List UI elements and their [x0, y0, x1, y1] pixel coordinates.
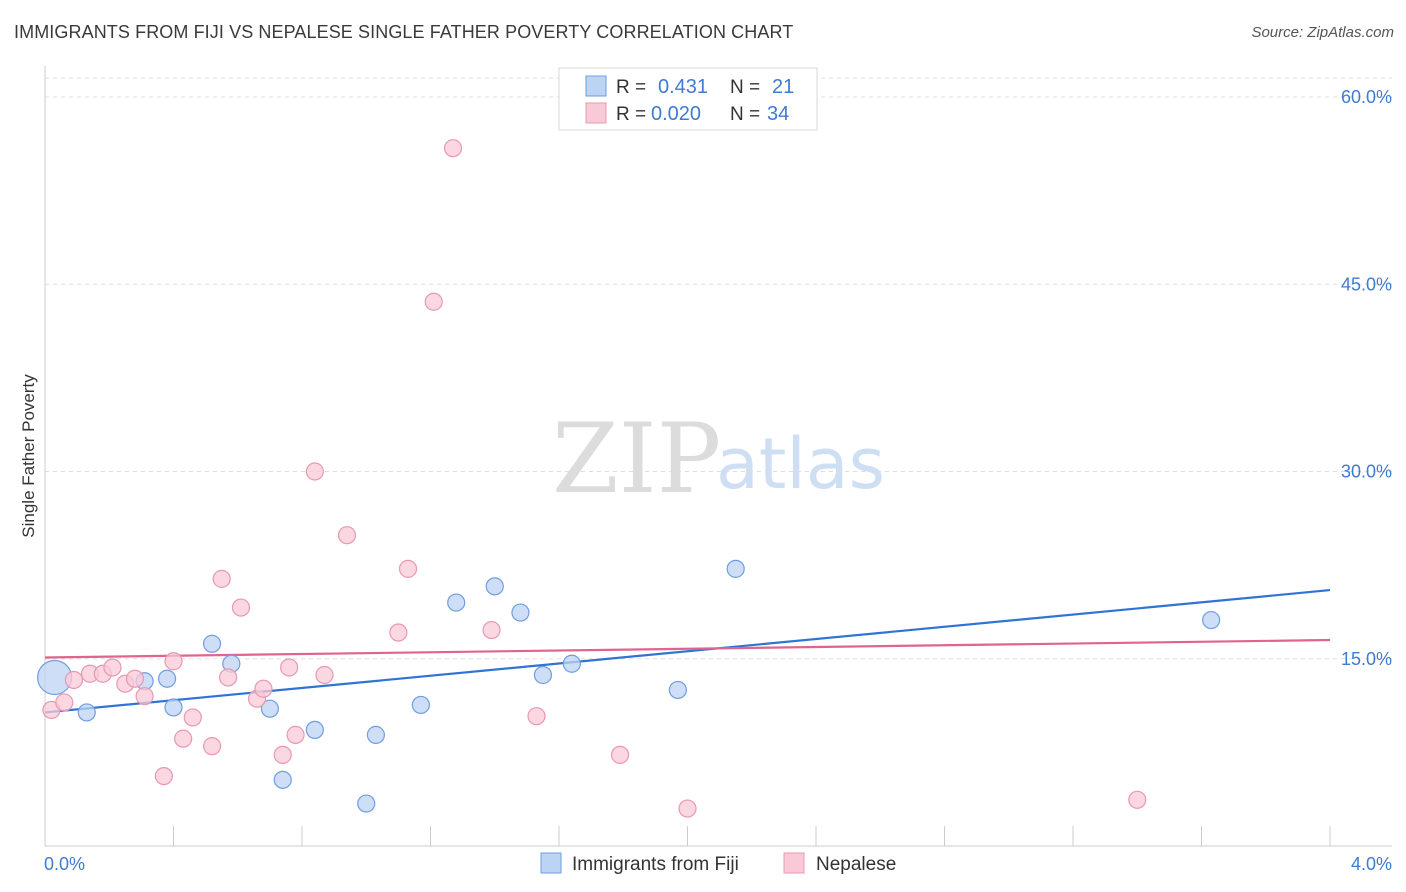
legend-label-nepal: Nepalese	[816, 854, 896, 875]
nepal-point	[280, 658, 299, 677]
nepal-point	[337, 526, 357, 545]
y-axis-title: Single Father Poverty	[19, 374, 38, 538]
legend-label-fiji: Immigrants from Fiji	[572, 854, 739, 875]
watermark: ZIP atlas	[552, 403, 885, 515]
legend-swatch-fiji	[585, 75, 607, 97]
nepal-point	[610, 745, 630, 764]
data-points	[37, 139, 1221, 818]
nepal-point	[398, 559, 418, 578]
nepal-point	[389, 623, 408, 642]
nepal-point	[212, 569, 231, 588]
legend-n-value-nepal: 34	[767, 103, 789, 125]
x-tick-labels: 0.0% 4.0%	[44, 854, 1392, 874]
legend-n-label: N =	[730, 104, 760, 125]
y-tick-label: 60.0%	[1341, 87, 1392, 107]
nepal-point	[64, 670, 84, 690]
fiji-point	[726, 559, 745, 578]
fiji-point	[533, 665, 553, 685]
y-tick-label: 15.0%	[1341, 649, 1392, 669]
nepal-trend-line	[44, 638, 1331, 659]
nepal-point	[174, 729, 193, 748]
nepal-point	[424, 292, 443, 311]
chart-title: IMMIGRANTS FROM FIJI VS NEPALESE SINGLE …	[14, 22, 794, 42]
nepal-point	[164, 652, 183, 671]
y-tick-label: 30.0%	[1341, 462, 1392, 482]
fiji-point	[164, 698, 183, 717]
fiji-point	[1202, 610, 1221, 630]
legend-swatch-fiji	[540, 852, 562, 874]
fiji-point	[366, 725, 385, 744]
y-tick-labels: 15.0% 30.0% 45.0% 60.0%	[1341, 87, 1392, 669]
legend-r-label: R =	[616, 104, 646, 125]
legend-stats: R = 0.431 N = 21 R = 0.020 N = 34	[558, 67, 818, 131]
fiji-point	[562, 654, 581, 673]
fiji-point	[202, 634, 222, 653]
nepal-point	[55, 693, 74, 712]
legend-swatch-nepal	[783, 852, 805, 874]
legend-swatch-nepal	[585, 102, 607, 124]
legend-r-value-nepal: 0.020	[651, 103, 701, 125]
x-tick-label: 4.0%	[1351, 854, 1392, 874]
nepal-point	[183, 708, 202, 727]
fiji-point	[157, 669, 177, 688]
nepal-point	[125, 669, 145, 688]
nepal-point	[154, 766, 173, 786]
y-tick-label: 45.0%	[1341, 274, 1392, 294]
nepal-point	[219, 668, 238, 687]
fiji-point	[485, 577, 504, 596]
fiji-point	[447, 593, 466, 612]
nepal-point	[305, 462, 324, 481]
legend-n-label: N =	[730, 77, 760, 98]
nepal-point	[202, 737, 222, 756]
nepal-point	[103, 658, 122, 677]
nepal-point	[482, 620, 501, 640]
legend-r-label: R =	[616, 77, 646, 98]
legend-n-value-fiji: 21	[772, 76, 794, 98]
nepal-point	[286, 725, 305, 744]
watermark-atlas: atlas	[716, 423, 885, 505]
nepal-point	[273, 745, 292, 764]
watermark-zip: ZIP	[552, 403, 721, 515]
legend-series: Immigrants from Fiji Nepalese	[540, 852, 896, 875]
nepal-point	[527, 707, 546, 726]
fiji-point	[357, 794, 376, 813]
grid-lines	[45, 77, 1392, 660]
nepal-point	[135, 687, 154, 706]
fiji-point	[411, 695, 430, 715]
fiji-point	[668, 680, 687, 700]
nepal-point	[1128, 790, 1147, 809]
fiji-point	[77, 703, 96, 722]
nepal-point	[678, 799, 697, 818]
legend-r-value-fiji: 0.431	[658, 76, 708, 98]
chart-source: Source: ZipAtlas.com	[1251, 24, 1394, 41]
fiji-point	[273, 770, 292, 789]
fiji-point	[305, 720, 324, 740]
fiji-point	[260, 699, 279, 718]
nepal-point	[443, 139, 463, 158]
nepal-point	[315, 665, 334, 685]
fiji-point	[511, 603, 530, 622]
nepal-point	[254, 679, 273, 698]
nepal-point	[231, 598, 251, 617]
x-tick-label: 0.0%	[44, 854, 85, 874]
